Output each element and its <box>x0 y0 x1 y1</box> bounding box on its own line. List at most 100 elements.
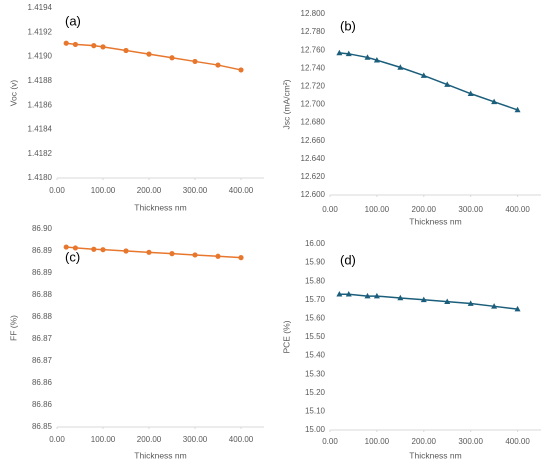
data-point <box>91 43 97 49</box>
x-tick-label: 100.00 <box>91 435 116 444</box>
data-point <box>192 58 198 65</box>
series-line <box>339 52 518 111</box>
panel-label: (a) <box>65 13 81 28</box>
y-tick-label: 1.4190 <box>28 52 53 61</box>
y-tick-label: 86.87 <box>32 334 53 343</box>
x-tick-label: 100.00 <box>91 186 116 195</box>
data-point <box>123 248 129 254</box>
data-point <box>364 292 371 299</box>
series-line <box>339 293 518 310</box>
data-point <box>169 251 175 257</box>
y-tick-label: 1.4186 <box>28 100 53 109</box>
x-tick-label: 400.00 <box>229 186 254 195</box>
y-tick-label: 12.620 <box>301 172 326 181</box>
data-point <box>491 303 498 309</box>
y-tick-label: 86.86 <box>32 400 53 409</box>
x-tick-label: 200.00 <box>137 435 162 444</box>
y-tick-label: 15.70 <box>305 295 326 304</box>
y-tick-label: 12.740 <box>301 63 326 72</box>
y-tick-label: 12.660 <box>301 136 326 145</box>
data-point <box>420 72 427 78</box>
y-tick-label: 12.760 <box>301 45 326 54</box>
y-tick-label: 86.90 <box>32 224 53 233</box>
y-tick-label: 15.20 <box>305 388 326 397</box>
x-tick-label: 200.00 <box>412 437 437 446</box>
data-point <box>100 44 106 50</box>
y-tick-label: 15.10 <box>305 407 326 416</box>
x-tick-label: 300.00 <box>458 437 483 446</box>
y-axis-title: FF (%) <box>8 315 18 341</box>
data-point <box>420 296 427 303</box>
panel-label: (b) <box>340 18 356 33</box>
x-tick-label: 300.00 <box>183 435 208 444</box>
x-tick-label: 100.00 <box>365 437 390 446</box>
data-point <box>169 55 175 61</box>
data-point <box>397 294 404 301</box>
y-tick-label: 12.600 <box>301 190 326 199</box>
data-point <box>364 54 371 60</box>
y-axis-title: Voc (v) <box>8 80 18 107</box>
y-tick-label: 86.89 <box>32 246 53 255</box>
y-tick-label: 86.89 <box>32 268 53 277</box>
x-tick-label: 0.00 <box>322 205 338 214</box>
y-tick-label: 1.4182 <box>28 149 53 158</box>
data-point <box>345 50 352 57</box>
y-tick-label: 1.4192 <box>28 27 53 36</box>
y-tick-label: 1.4194 <box>28 3 53 12</box>
data-point <box>336 49 343 56</box>
data-point <box>345 291 352 297</box>
x-axis-title: Thickness nm <box>134 202 186 212</box>
data-point <box>72 245 78 251</box>
y-tick-label: 86.88 <box>32 290 53 299</box>
data-point <box>444 81 451 87</box>
y-tick-label: 16.00 <box>305 239 326 248</box>
y-tick-label: 1.4184 <box>28 125 53 134</box>
y-tick-label: 12.720 <box>301 82 326 91</box>
data-point <box>100 247 106 253</box>
series-line <box>66 246 242 259</box>
y-tick-label: 86.87 <box>32 356 53 365</box>
data-point <box>146 249 152 255</box>
data-point <box>373 56 380 63</box>
data-point <box>91 246 97 252</box>
y-tick-label: 1.4180 <box>28 173 53 182</box>
x-tick-label: 0.00 <box>49 186 65 195</box>
data-point <box>238 67 244 73</box>
y-tick-label: 15.90 <box>305 258 326 267</box>
data-point <box>63 244 69 250</box>
data-point <box>63 40 69 46</box>
x-tick-label: 0.00 <box>322 437 338 446</box>
data-point <box>514 305 521 312</box>
data-point <box>373 292 380 299</box>
y-tick-label: 86.86 <box>32 378 53 387</box>
series-line <box>66 42 242 71</box>
x-tick-label: 0.00 <box>49 435 65 444</box>
y-tick-label: 15.30 <box>305 369 326 378</box>
y-tick-label: 12.800 <box>301 9 326 18</box>
x-axis-title: Thickness nm <box>409 450 461 460</box>
x-tick-label: 400.00 <box>505 437 530 446</box>
y-axis-title: Jsc (mA/cm²) <box>281 79 291 129</box>
x-tick-label: 400.00 <box>505 205 530 214</box>
data-point <box>146 51 152 57</box>
x-tick-label: 100.00 <box>365 205 390 214</box>
y-tick-label: 15.60 <box>305 314 326 323</box>
data-point <box>336 291 343 297</box>
y-tick-label: 12.680 <box>301 118 326 127</box>
data-point <box>397 64 404 70</box>
panel-label: (c) <box>65 249 80 264</box>
y-tick-label: 86.88 <box>32 312 53 321</box>
data-point <box>238 255 244 261</box>
y-tick-label: 15.50 <box>305 332 326 341</box>
x-tick-label: 200.00 <box>137 186 162 195</box>
data-point <box>514 106 521 113</box>
y-tick-label: 86.85 <box>32 422 53 431</box>
data-point <box>123 47 129 54</box>
y-tick-label: 15.80 <box>305 276 326 285</box>
data-point <box>467 90 474 96</box>
y-tick-label: 12.640 <box>301 154 326 163</box>
data-point <box>215 62 221 68</box>
data-point <box>215 253 221 259</box>
y-tick-label: 15.00 <box>305 425 326 434</box>
